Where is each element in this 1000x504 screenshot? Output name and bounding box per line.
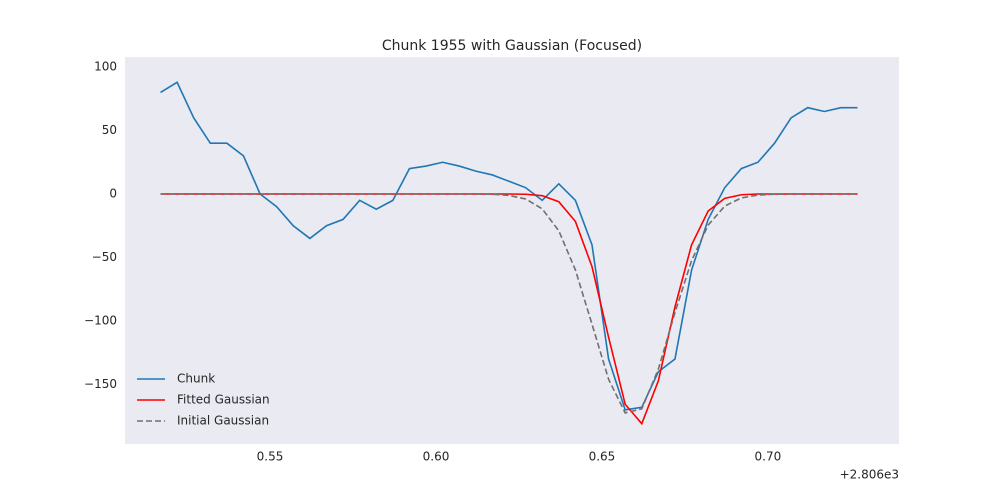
x-tick-label: 0.70 xyxy=(755,450,782,464)
legend-label: Initial Gaussian xyxy=(177,414,269,428)
x-offset-label: +2.806e3 xyxy=(840,468,899,482)
series-line xyxy=(160,81,858,411)
x-tick-label: 0.60 xyxy=(423,450,450,464)
legend-label: Fitted Gaussian xyxy=(177,393,270,407)
y-tick-label: −100 xyxy=(84,313,117,327)
y-tick-label: −150 xyxy=(84,377,117,391)
y-tick-label: 0 xyxy=(109,186,117,200)
y-tick-label: 50 xyxy=(102,123,117,137)
series-line xyxy=(160,193,858,426)
x-tick-label: 0.65 xyxy=(589,450,616,464)
y-tick-label: −50 xyxy=(92,250,117,264)
y-tick-label: 100 xyxy=(94,60,117,74)
legend-label: Chunk xyxy=(177,372,215,386)
x-tick-label: 0.55 xyxy=(257,450,284,464)
plot-area xyxy=(125,57,899,444)
chart-title: Chunk 1955 with Gaussian (Focused) xyxy=(382,38,642,54)
